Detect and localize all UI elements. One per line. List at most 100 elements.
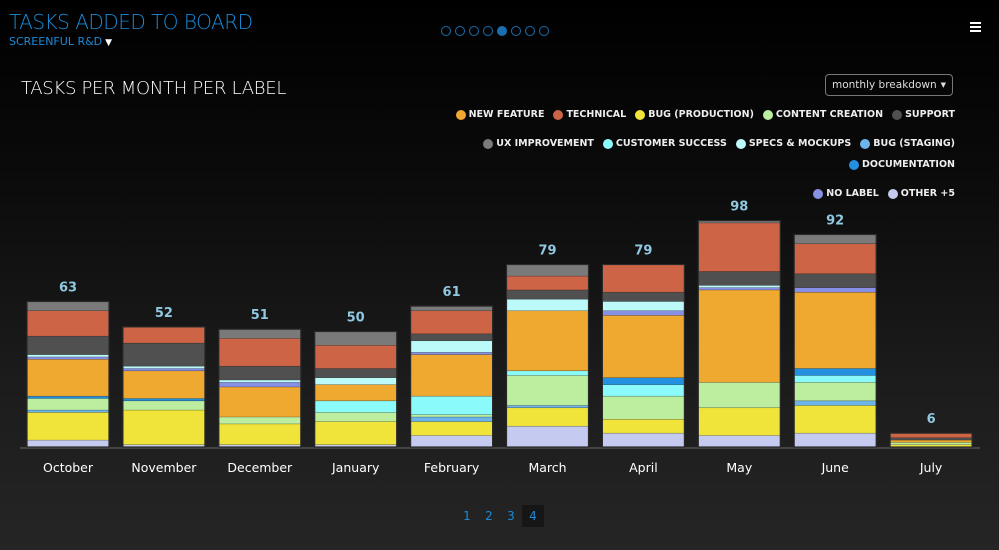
bar-april[interactable] (601, 263, 686, 448)
bar-segment[interactable] (793, 291, 877, 369)
bar-segment[interactable] (602, 315, 685, 378)
page-1[interactable]: 1 (463, 509, 471, 523)
bar-segment[interactable] (410, 340, 493, 353)
bar-segment[interactable] (793, 405, 877, 434)
bar-segment[interactable] (793, 287, 877, 293)
bar-october[interactable] (26, 300, 110, 448)
bar-march[interactable] (505, 263, 590, 448)
bar-segment[interactable] (602, 264, 685, 293)
bar-segment[interactable] (506, 425, 589, 448)
bar-segment[interactable] (697, 435, 781, 448)
bar-segment[interactable] (793, 432, 877, 448)
bar-segment[interactable] (793, 234, 877, 245)
bar-segment[interactable] (218, 338, 302, 367)
legend-item[interactable]: NEW FEATURE (455, 108, 544, 121)
bar-july[interactable] (889, 432, 973, 448)
bar-segment[interactable] (314, 421, 398, 445)
bar-segment[interactable] (410, 395, 493, 415)
bar-segment[interactable] (26, 310, 110, 337)
bar-segment[interactable] (122, 342, 206, 367)
bar-segment[interactable] (218, 416, 302, 425)
legend-item[interactable]: SUPPORT (892, 108, 955, 121)
bar-segment[interactable] (697, 284, 781, 288)
slide-dot[interactable] (525, 26, 535, 36)
bar-segment[interactable] (793, 400, 877, 406)
legend-item[interactable]: BUG (PRODUCTION) (635, 108, 754, 121)
bar-segment[interactable] (122, 409, 206, 445)
bar-segment[interactable] (218, 328, 302, 339)
bar-segment[interactable] (26, 412, 110, 441)
slide-dot[interactable] (539, 26, 549, 36)
bar-segment[interactable] (602, 310, 685, 316)
bar-segment[interactable] (314, 384, 398, 402)
bar-segment[interactable] (410, 351, 493, 355)
legend-item[interactable]: OTHER +5 (887, 187, 955, 200)
bar-segment[interactable] (218, 423, 302, 445)
bar-segment[interactable] (26, 409, 110, 413)
bar-segment[interactable] (506, 370, 589, 376)
bar-segment[interactable] (506, 375, 589, 406)
bar-segment[interactable] (697, 407, 781, 436)
bar-segment[interactable] (122, 365, 206, 369)
legend-item[interactable]: NO LABEL (813, 187, 879, 200)
bar-segment[interactable] (793, 375, 877, 383)
bar-segment[interactable] (793, 273, 877, 288)
bar-segment[interactable] (410, 414, 493, 418)
bar-segment[interactable] (410, 310, 493, 335)
bar-segment[interactable] (889, 432, 973, 439)
slide-dot[interactable] (455, 26, 465, 36)
bar-segment[interactable] (889, 439, 973, 443)
bar-segment[interactable] (218, 365, 302, 381)
page-2[interactable]: 2 (485, 509, 493, 523)
bar-segment[interactable] (889, 437, 973, 441)
bar-segment[interactable] (506, 407, 589, 427)
bar-segment[interactable] (410, 435, 493, 448)
bar-segment[interactable] (26, 439, 110, 448)
bar-january[interactable] (314, 330, 398, 448)
bar-segment[interactable] (602, 384, 685, 397)
bar-segment[interactable] (697, 382, 781, 409)
bar-segment[interactable] (26, 358, 110, 397)
bar-segment[interactable] (122, 400, 206, 411)
bar-segment[interactable] (793, 382, 877, 402)
legend-item[interactable]: DOCUMENTATION (849, 158, 955, 171)
bar-segment[interactable] (122, 370, 206, 399)
bar-segment[interactable] (602, 432, 685, 448)
board-subtitle[interactable]: SCREENFUL R&D ▼ (9, 35, 112, 48)
bar-segment[interactable] (602, 418, 685, 434)
filter-icon[interactable]: ▼ (105, 38, 113, 48)
bar-segment[interactable] (218, 379, 302, 383)
legend-item[interactable]: UX IMPROVEMENT (483, 137, 594, 150)
hamburger-icon[interactable] (970, 22, 981, 34)
bar-segment[interactable] (602, 301, 685, 312)
bar-segment[interactable] (26, 301, 110, 312)
slide-dot[interactable] (441, 26, 451, 36)
bar-segment[interactable] (314, 368, 398, 378)
bar-segment[interactable] (122, 398, 206, 402)
bar-segment[interactable] (602, 291, 685, 302)
bar-segment[interactable] (314, 377, 398, 385)
bar-segment[interactable] (793, 368, 877, 376)
legend-item[interactable]: BUG (STAGING) (860, 137, 955, 150)
slide-dot[interactable] (497, 26, 507, 36)
bar-february[interactable] (410, 305, 494, 448)
bar-segment[interactable] (506, 289, 589, 300)
bar-segment[interactable] (26, 398, 110, 411)
page-4[interactable]: 4 (522, 505, 544, 527)
slide-dot[interactable] (511, 26, 521, 36)
bar-segment[interactable] (793, 243, 877, 275)
bar-segment[interactable] (506, 264, 589, 277)
bar-segment[interactable] (26, 395, 110, 399)
bar-segment[interactable] (314, 400, 398, 413)
bar-segment[interactable] (602, 395, 685, 420)
bar-segment[interactable] (697, 271, 781, 286)
bar-segment[interactable] (410, 421, 493, 436)
legend-item[interactable]: CUSTOMER SUCCESS (602, 137, 727, 150)
bar-segment[interactable] (410, 354, 493, 397)
bar-segment[interactable] (314, 345, 398, 369)
bar-may[interactable] (697, 220, 781, 448)
page-3[interactable]: 3 (507, 509, 515, 523)
bar-december[interactable] (218, 328, 302, 448)
legend-item[interactable]: TECHNICAL (553, 108, 626, 121)
bar-segment[interactable] (697, 222, 781, 272)
